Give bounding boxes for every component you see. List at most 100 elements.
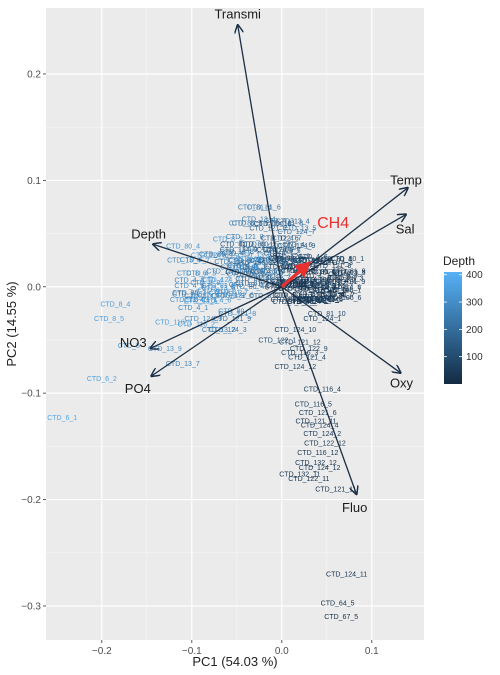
- observation-label: CTD_122_6: [266, 283, 304, 290]
- observation-label: CTD_116_1: [155, 319, 192, 326]
- observation-label: CTD_13_4: [167, 258, 201, 265]
- legend-tick-label: 100: [466, 352, 483, 363]
- x-tick-label: −0.1: [182, 646, 202, 657]
- observation-label: CTD_80_1: [274, 292, 308, 299]
- observation-label: CTD_122_6: [240, 268, 278, 275]
- observation-label: CTD_81_9: [235, 276, 269, 283]
- supplementary-variable: CH4: [280, 215, 349, 288]
- observation-label: CTD_67_5: [324, 614, 358, 621]
- observation-label: CTD_80_9: [260, 279, 294, 286]
- observation-label: CTD_8_9: [190, 280, 220, 287]
- observation-label: CTD_121_8: [305, 296, 343, 303]
- observation-label: CTD_106_1: [229, 265, 267, 272]
- observation-label: CTD_8_7: [198, 288, 228, 295]
- loading-arrow-no3: [150, 286, 283, 349]
- observation-label: CTD_121_8: [226, 234, 264, 241]
- observation-label: CTD_13_6: [238, 252, 272, 259]
- observation-label: CTD_121_2: [249, 258, 287, 265]
- observation-label: CTD_80_4: [318, 256, 352, 263]
- observation-label: CTD_116_4: [304, 386, 341, 393]
- observation-label: CTD_124_9: [184, 316, 222, 323]
- observation-label: CTD_121_7: [249, 226, 287, 233]
- y-axis-title: PC2 (14.55 %): [4, 281, 19, 366]
- legend: Depth 100 200 300 400: [443, 254, 483, 384]
- observation-label: CTD_4_1: [293, 291, 323, 298]
- legend-colorbar: [444, 272, 462, 384]
- observation-label: CTD_124_7: [214, 259, 252, 266]
- observation-label: CTD_4_7: [222, 251, 252, 258]
- observation-label: CTD_5: [118, 343, 140, 350]
- observation-label: CTD_4_7: [311, 259, 341, 266]
- observation-label: CTD_81_7: [293, 257, 327, 264]
- y-tick-label: 0.1: [27, 176, 41, 187]
- observation-label: CTD_122_6: [261, 235, 299, 242]
- observation-label: CTD_106_1: [254, 269, 292, 276]
- observation-label: CTD_124_3: [209, 327, 247, 334]
- observation-label: CTD_106_6: [301, 277, 339, 284]
- loading-label-no3: NO3: [120, 335, 147, 350]
- observation-label: CTD_8_7: [328, 272, 358, 279]
- observation-label: CTD_4_7: [300, 273, 330, 280]
- observation-label: CTD_13_8: [220, 249, 254, 256]
- observation-label: CTD_121_12: [279, 340, 321, 347]
- observation-label: CTD_13_5: [315, 278, 349, 285]
- observation-label: CTD_122_6: [216, 292, 254, 299]
- loading-arrow-po4: [151, 286, 283, 376]
- observation-label: CTD_81_7: [257, 275, 291, 282]
- observation-label: CTD_132_12: [295, 460, 337, 467]
- observation-label: CTD_124_7: [278, 229, 316, 236]
- observation-label: CTD_4_6: [174, 283, 204, 290]
- observation-label: CTD_80_3: [330, 276, 364, 283]
- observation-label: CTD_13_5: [184, 298, 218, 305]
- observation-label: CTD_124_2: [303, 431, 341, 438]
- ch4-label: CH4: [317, 215, 349, 232]
- observation-label: CTD_11_1: [184, 297, 217, 304]
- observation-label: CTD_121_8: [258, 259, 296, 266]
- observation-label: CTD_4_6: [298, 254, 328, 261]
- observation-label: CTD_13_9: [148, 346, 182, 353]
- observation-label: CTD_4_6: [227, 263, 257, 270]
- legend-title: Depth: [443, 254, 475, 268]
- observation-label: CTD_81_9: [332, 269, 366, 276]
- observation-label: CTD_4_6: [272, 258, 302, 265]
- ch4-arrow: [280, 261, 312, 288]
- loading-arrow-transmi: [238, 25, 283, 287]
- observation-labels: CTD_6_1 CTD_6_2 CTD_8_5 CTD_8_4 CTD_5 CTD_116…: [47, 204, 367, 621]
- observation-label: CTD_80_4: [295, 279, 329, 286]
- observation-label: CTD_106_6: [278, 286, 316, 293]
- observation-label: CTD_80_1: [268, 255, 302, 262]
- observation-label: CTD_106_1: [235, 260, 273, 267]
- observation-label: CTD_106_6: [220, 265, 258, 272]
- observation-label: CTD_132_11: [279, 472, 320, 479]
- x-tick-label: −0.2: [92, 646, 112, 657]
- observation-label: CTD_106_1: [293, 282, 331, 289]
- observation-label: CTD_4_7: [323, 292, 353, 299]
- observation-label: CTD_8_6: [177, 270, 207, 277]
- observation-label: CTD_13_5: [283, 226, 317, 233]
- observation-label: CTD_8_1: [204, 252, 234, 259]
- observation-label: CTD_4_1: [298, 294, 328, 301]
- observation-label: CTD_4_6: [273, 292, 303, 299]
- observation-label: CTD_8_7: [263, 250, 293, 257]
- observation-label: CTD_4_7: [272, 235, 302, 242]
- observation-label: CTD_8_7: [232, 221, 262, 228]
- observation-label: CTD_80_3: [172, 290, 206, 297]
- observation-label: CTD_124_7: [315, 283, 353, 290]
- observation-label: CTD_13_4: [302, 284, 336, 291]
- observation-label: CTD_124_7: [287, 297, 325, 304]
- observation-label: CTD_121_8: [265, 220, 303, 227]
- observation-label: CTD_13_5: [267, 248, 301, 255]
- observation-label: CTD_106_1: [304, 281, 342, 288]
- observation-label: CTD_80_6: [229, 220, 263, 227]
- observation-label: CTD_121_14: [297, 297, 339, 304]
- observation-label: CTD_81_7: [214, 290, 248, 297]
- observation-label: CTD_124_10: [274, 327, 316, 334]
- observation-label: CTD_81_9: [202, 283, 236, 290]
- observation-label: CTD_4_6: [331, 285, 361, 292]
- observation-label: CTD_4_6: [201, 297, 231, 304]
- observation-label: CTD_106_6: [256, 258, 294, 265]
- observation-label: CTD_124_1: [303, 316, 341, 323]
- observation-label: CTD_122_9: [290, 346, 328, 353]
- x-axis-title: PC1 (54.03 %): [192, 654, 277, 669]
